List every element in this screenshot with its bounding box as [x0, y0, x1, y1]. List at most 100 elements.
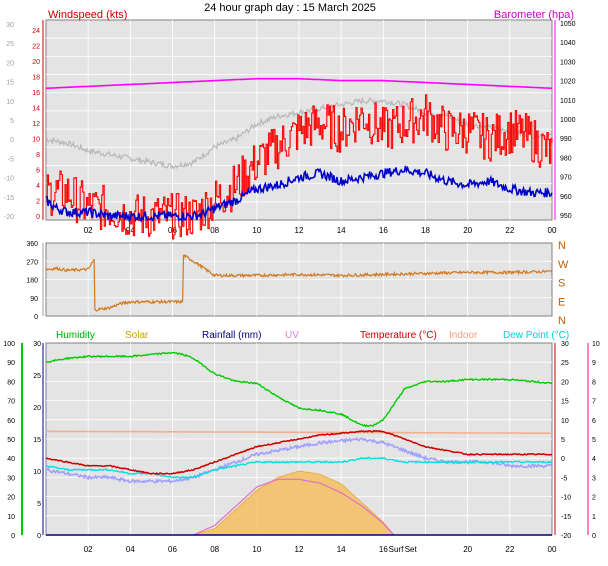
uv-y-tick: 2: [592, 495, 596, 502]
wind-panel-gray-y-tick: 10: [6, 99, 14, 106]
rainfall-y-tick: 20: [33, 405, 41, 412]
wind-panel-gray-y-tick: 30: [6, 22, 14, 29]
uv-y-tick: 1: [592, 514, 596, 521]
humidity-y-tick: 60: [7, 418, 15, 425]
wind-panel-right-y-tick: 1000: [560, 117, 576, 124]
wind-panel-ylabel-right: Barometer (hpa): [494, 9, 574, 21]
wind-panel-gray-y-tick: -20: [4, 214, 14, 221]
direction-panel-y-tick: 0: [34, 314, 38, 321]
direction-panel-compass-tick: S: [558, 278, 565, 290]
rainfall-y-tick: 25: [33, 373, 41, 380]
humidity-y-tick: 30: [7, 475, 15, 482]
temperature-y-tick: 15: [561, 399, 569, 406]
wind-panel-gray-y-tick: -10: [4, 176, 14, 183]
series-dewpoint-line: [45, 456, 553, 480]
wind-panel-y-tick: 8: [36, 152, 40, 159]
humidity-y-tick: 80: [7, 379, 15, 386]
wind-panel-x-tick: 12: [295, 226, 304, 235]
temperature-y-tick: 30: [561, 341, 569, 348]
wind-panel-y-tick: 4: [36, 183, 40, 190]
series-solar-area: [193, 470, 395, 536]
wind-panel-x-tick: 04: [126, 226, 135, 235]
humidity-y-tick: 100: [3, 341, 15, 348]
legend-label-5: Indoor: [449, 330, 478, 341]
wind-panel-gray-y-tick: 0: [10, 137, 14, 144]
series-uv-line: [193, 478, 395, 536]
rainfall-y-tick: 10: [33, 469, 41, 476]
temperature-humidity-panel: 1009080706050403020100302520151050302520…: [3, 330, 600, 554]
wind-panel-y-tick: 12: [32, 121, 40, 128]
wind-panel-right-y-tick: 1020: [560, 79, 576, 86]
wind-panel-gray-y-tick: 5: [10, 118, 14, 125]
wind-panel-x-tick: 08: [210, 226, 219, 235]
wind-panel-right-y-tick: 990: [560, 136, 572, 143]
temp-panel-x-tick: 16: [379, 545, 388, 554]
humidity-y-tick: 0: [11, 533, 15, 540]
uv-y-tick: 5: [592, 437, 596, 444]
rainfall-y-tick: 0: [37, 533, 41, 540]
series-indoor-line: [45, 430, 552, 434]
temperature-y-tick: 25: [561, 360, 569, 367]
temperature-y-tick: -5: [561, 475, 567, 482]
uv-y-tick: 6: [592, 418, 596, 425]
wind-panel-gray-y-tick: -15: [4, 195, 14, 202]
wind-panel-y-tick: 24: [32, 28, 40, 35]
wind-panel-right-y-tick: 1050: [560, 21, 576, 28]
uv-y-tick: 4: [592, 456, 596, 463]
rainfall-y-tick: 30: [33, 341, 41, 348]
series-barometer-line: [45, 77, 553, 90]
series-gray-line: [45, 96, 553, 170]
wind-panel-x-tick: 20: [463, 226, 472, 235]
temperature-y-tick: -15: [561, 514, 571, 521]
wind-panel-y-tick: 22: [32, 44, 40, 51]
wind-panel-y-tick: 20: [32, 59, 40, 66]
uv-y-tick: 3: [592, 475, 596, 482]
wind-panel-x-tick: 18: [421, 226, 430, 235]
temp-panel-x-tick: 10: [252, 545, 261, 554]
rainfall-y-tick: 15: [33, 437, 41, 444]
temp-panel-x-tick: 06: [168, 545, 177, 554]
legend-label-1: Solar: [125, 330, 149, 341]
wind-panel-gray-y-tick: 20: [6, 60, 14, 67]
wind-panel-x-tick: 22: [505, 226, 514, 235]
temp-panel-x-tick: 12: [295, 545, 304, 554]
uv-y-tick: 10: [592, 341, 600, 348]
wind-panel-right-y-tick: 1030: [560, 59, 576, 66]
legend-label-4: Temperature (°C): [360, 330, 437, 341]
wind-panel-right-y-tick: 980: [560, 155, 572, 162]
uv-y-tick: 9: [592, 360, 596, 367]
wind-panel-y-tick: 10: [32, 137, 40, 144]
wind-panel-right-y-tick: 950: [560, 213, 572, 220]
series-apparent-line: [45, 437, 553, 485]
wind-panel-y-tick: 2: [36, 199, 40, 206]
humidity-y-tick: 70: [7, 399, 15, 406]
direction-panel-compass-tick: N: [558, 240, 566, 252]
temperature-y-tick: 0: [561, 456, 565, 463]
page-title: 24 hour graph day : 15 March 2025: [204, 2, 376, 14]
humidity-y-tick: 20: [7, 495, 15, 502]
temperature-y-tick: -10: [561, 495, 571, 502]
series-humidity-line: [45, 351, 553, 428]
direction-panel-y-tick: 270: [26, 259, 38, 266]
temp-panel-x-tick: 20: [463, 545, 472, 554]
wind-panel-x-tick: 14: [337, 226, 346, 235]
wind-panel-ylabel: Windspeed (kts): [48, 9, 127, 21]
wind-panel-x-tick: 16: [379, 226, 388, 235]
legend-label-6: Dew Point (°C): [503, 330, 569, 341]
temperature-y-tick: 20: [561, 379, 569, 386]
wind-panel-x-tick: 10: [252, 226, 261, 235]
wind-panel-y-tick: 14: [32, 106, 40, 113]
wind-panel-y-tick: 6: [36, 168, 40, 175]
legend-label-3: UV: [285, 330, 299, 341]
wind-panel-gray-y-tick: 25: [6, 41, 14, 48]
temp-panel-x-tick: 14: [337, 545, 346, 554]
series-temperature-line: [46, 429, 553, 475]
rainfall-y-tick: 5: [37, 501, 41, 508]
temp-panel-x-tick: 02: [84, 545, 93, 554]
wind-panel-x-tick: 00: [548, 226, 557, 235]
direction-panel-compass-tick: N: [558, 315, 566, 327]
uv-y-tick: 8: [592, 379, 596, 386]
